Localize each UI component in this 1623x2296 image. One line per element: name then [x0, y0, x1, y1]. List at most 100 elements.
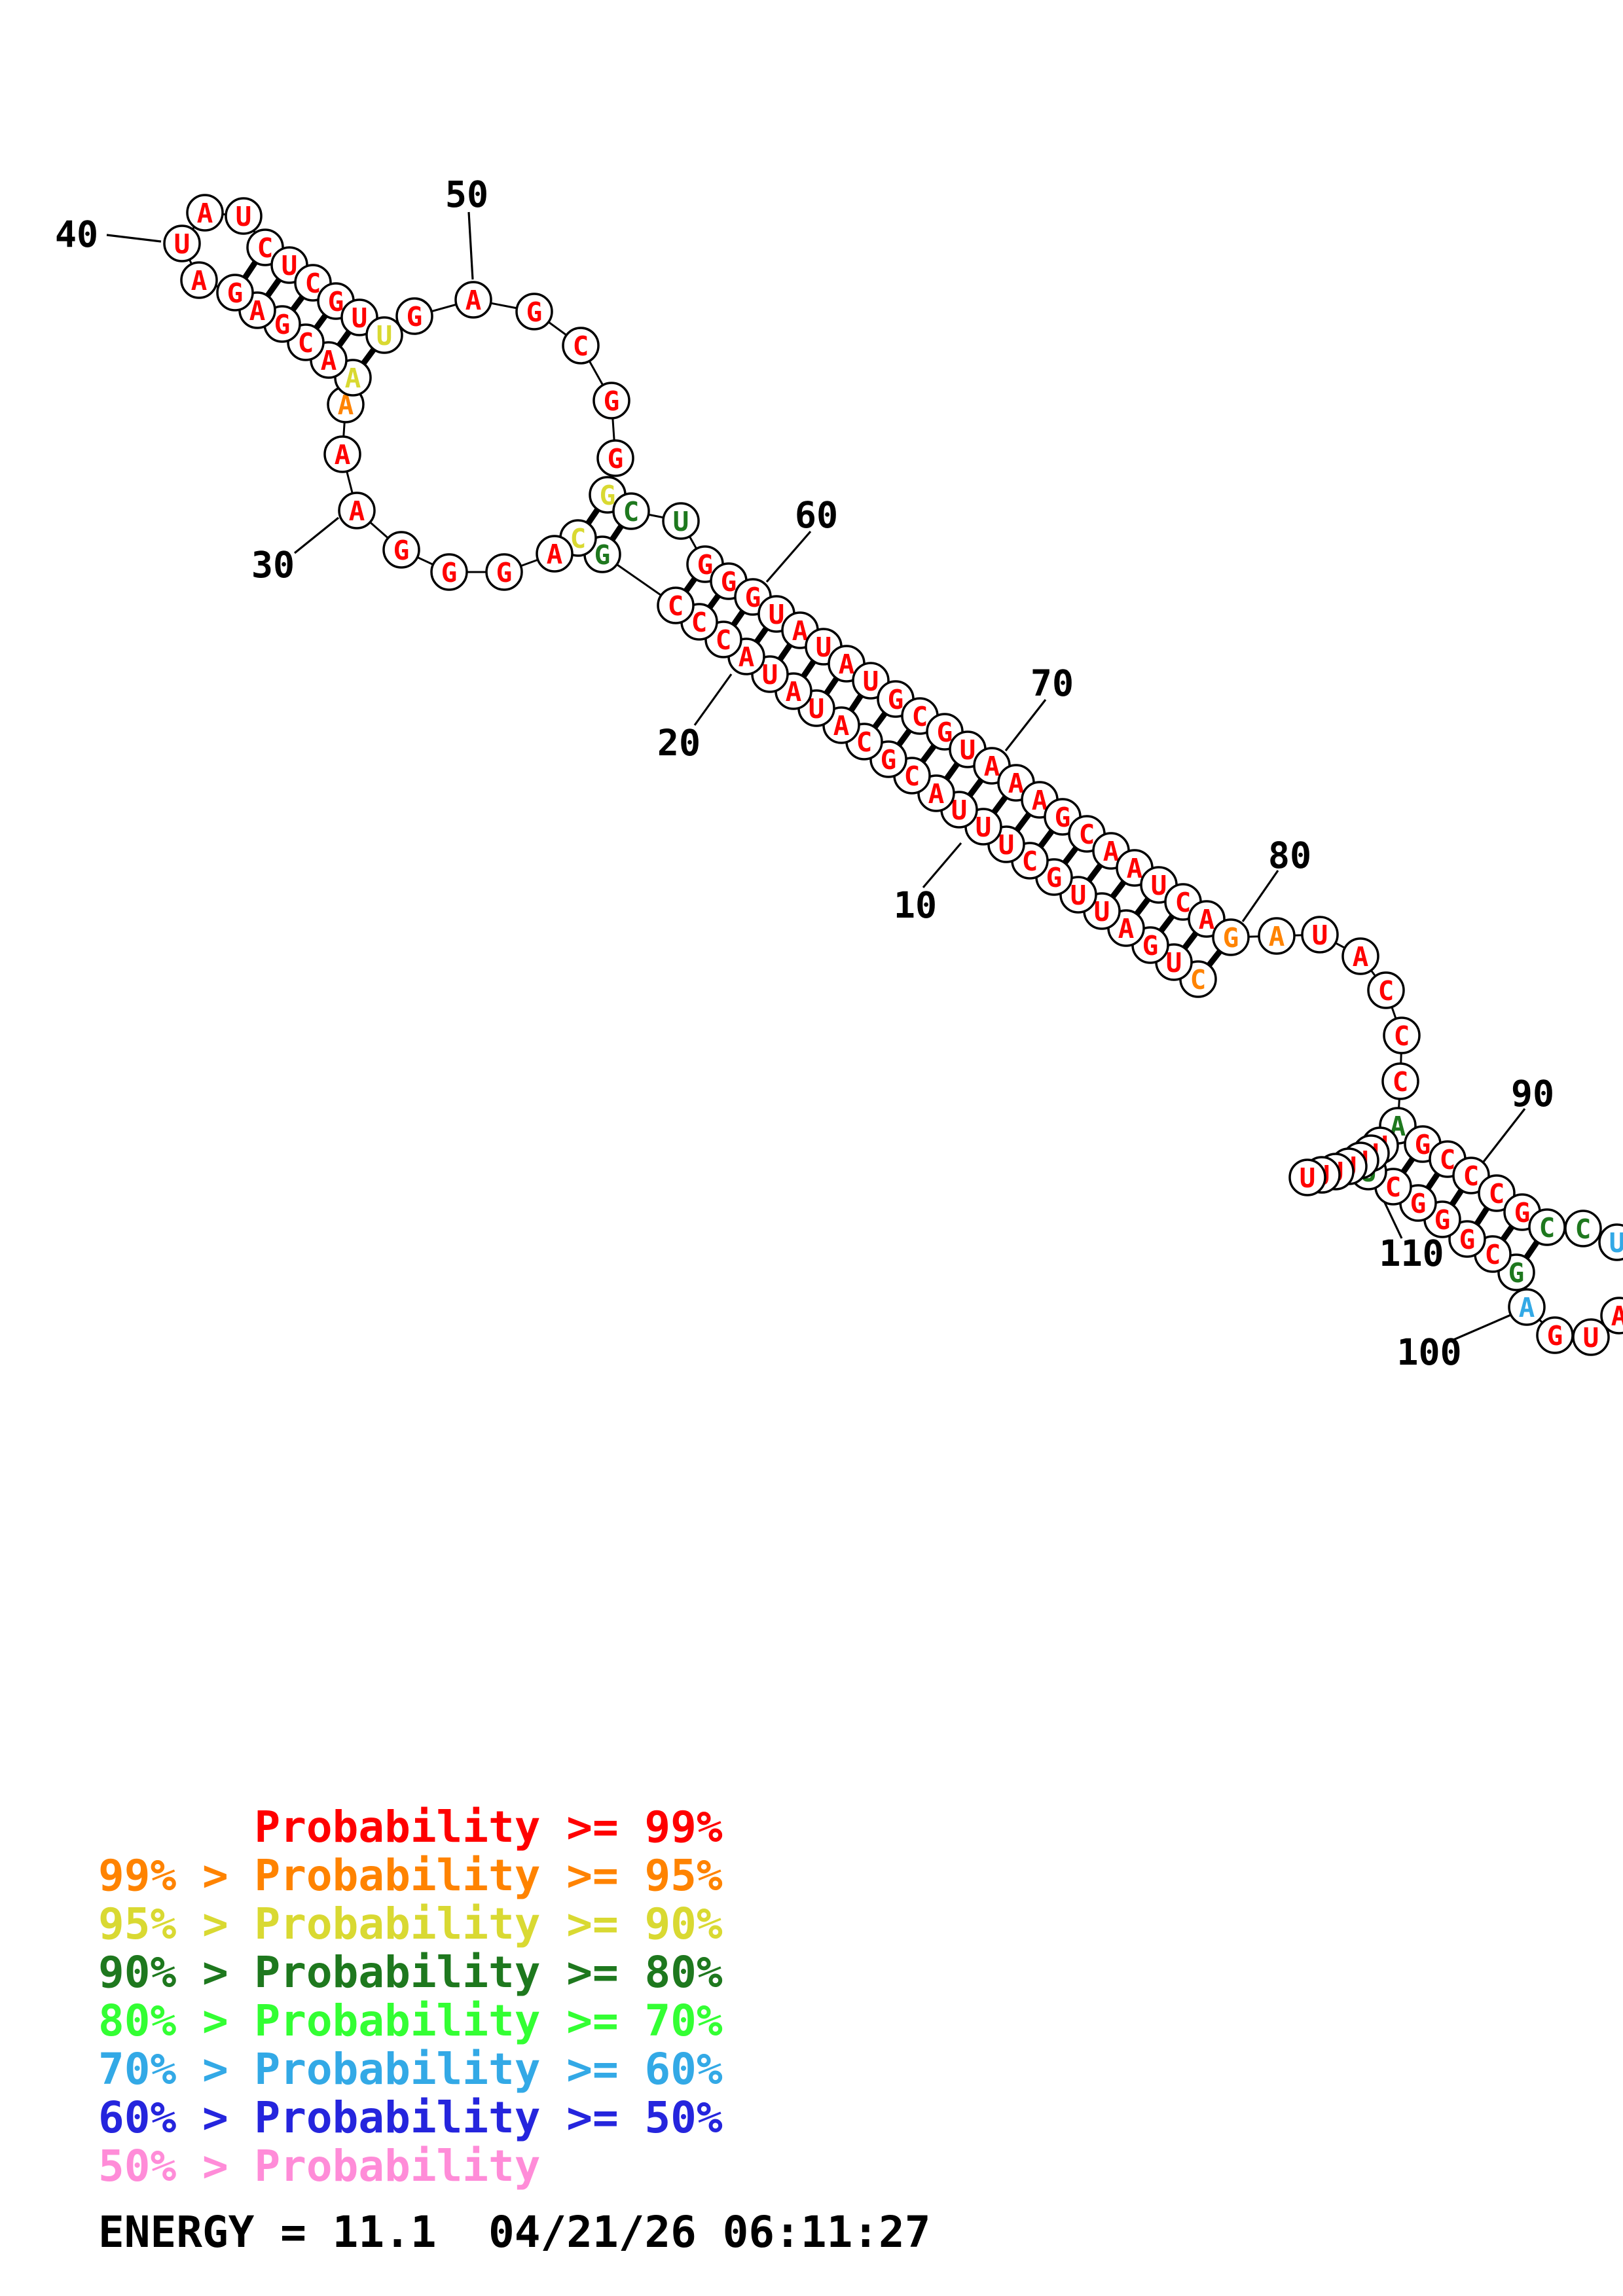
nucleotide-circle-31	[323, 435, 361, 473]
nucleotide-circle-30	[338, 492, 376, 529]
label-pointer-lines	[106, 211, 1526, 1341]
nucleotide-letter-94-C: C	[1575, 1213, 1592, 1245]
position-label-40: 40	[55, 213, 98, 255]
nucleotide-letter-60-G: G	[745, 582, 761, 613]
nucleotide-letter-73-G: G	[1055, 802, 1071, 833]
nucleotide-letter-57-U: U	[673, 506, 689, 537]
position-label-100: 100	[1396, 1331, 1461, 1373]
nucleotide-letter-103-G: G	[1459, 1224, 1476, 1255]
nucleotide-letter-5-U: U	[1094, 896, 1110, 927]
nucleotide-letter-64-A: A	[839, 649, 855, 680]
position-label-10: 10	[894, 884, 937, 926]
legend-row-5: 80% > Probability >= 70%	[98, 1996, 723, 2046]
nucleotide-letter-74-C: C	[1079, 819, 1095, 850]
nucleotide-letter-45-C: C	[305, 268, 321, 299]
nucleotide-circle-29	[382, 531, 420, 569]
nucleotide-letter-106-C: C	[1385, 1172, 1402, 1203]
legend-row-2: 99% > Probability >= 95%	[98, 1850, 723, 1901]
nucleotide-letter-41-A: A	[197, 198, 213, 229]
nucleotide-circle-99	[1536, 1316, 1574, 1354]
nucleotide-letter-59-G: G	[721, 566, 737, 598]
nucleotide-circles: CUGAUUGCUUUACGCAUAUACCCGCAGGGAAAAACGAGAU…	[163, 194, 1623, 1356]
nucleotide-letter-85-C: C	[1394, 1020, 1410, 1052]
nucleotide-letter-51-G: G	[526, 296, 543, 328]
nucleotide-letter-76-A: A	[1127, 853, 1143, 884]
nucleotide-letter-102-C: C	[1485, 1239, 1501, 1270]
nucleotide-circle-26	[536, 535, 574, 573]
nucleotide-letter-36-G: G	[274, 309, 291, 340]
position-label-30: 30	[251, 544, 295, 586]
position-pointer-60	[765, 530, 812, 583]
nucleotide-circle-91	[1478, 1174, 1516, 1212]
nucleotide-letter-66-G: G	[888, 684, 904, 715]
nucleotide-letter-50-A: A	[465, 285, 482, 316]
nucleotide-letter-38-G: G	[227, 278, 244, 309]
nucleotide-letter-52-C: C	[573, 331, 589, 362]
nucleotide-letter-21-C: C	[716, 624, 732, 656]
nucleotide-circle-83	[1341, 937, 1379, 975]
nucleotide-letter-61-U: U	[769, 599, 785, 630]
nucleotide-letter-31-A: A	[335, 439, 351, 471]
nucleotide-circle-40	[163, 224, 201, 262]
position-label-60: 60	[795, 494, 838, 536]
nucleotide-circle-39	[180, 261, 218, 299]
nucleotide-letter-90-C: C	[1463, 1160, 1480, 1192]
nucleotide-letter-40-U: U	[174, 228, 191, 260]
nucleotide-letter-29-G: G	[393, 535, 410, 566]
nucleotide-letter-46-G: G	[328, 286, 344, 317]
legend-row-1: Probability >= 99%	[254, 1802, 723, 1852]
nucleotide-letter-83-A: A	[1353, 941, 1369, 973]
position-label-20: 20	[657, 722, 701, 764]
nucleotide-letter-16-A: A	[833, 710, 850, 742]
nucleotide-circle-50	[454, 281, 492, 319]
nucleotide-letter-44-U: U	[282, 250, 298, 281]
nucleotide-letter-100-A: A	[1519, 1292, 1535, 1323]
nucleotide-letter-82-U: U	[1312, 920, 1328, 951]
energy-timestamp-line: ENERGY = 11.1 04/21/26 06:11:27	[98, 2207, 931, 2257]
position-pointer-40	[106, 234, 162, 243]
nucleotide-letter-8-C: C	[1022, 846, 1038, 877]
nucleotide-letter-71-A: A	[1008, 768, 1025, 799]
nucleotide-circle-49	[395, 297, 433, 335]
nucleotide-letter-70-A: A	[984, 751, 1000, 782]
nucleotide-letter-79-A: A	[1199, 904, 1215, 935]
nucleotide-circle-84	[1367, 971, 1405, 1009]
nucleotide-letter-89-C: C	[1440, 1144, 1456, 1175]
nucleotide-letter-35-C: C	[298, 327, 314, 359]
nucleotide-circle-23	[657, 586, 695, 624]
nucleotide-circle-97	[1600, 1297, 1623, 1335]
legend-row-6: 70% > Probability >= 60%	[98, 2044, 723, 2094]
nucleotide-letter-80-G: G	[1223, 922, 1239, 954]
nucleotide-letter-114-U: U	[1300, 1162, 1316, 1194]
position-pointer-20	[693, 673, 733, 726]
nucleotide-letter-13-C: C	[904, 761, 921, 792]
nucleotide-letter-58-G: G	[697, 549, 714, 581]
nucleotide-circle-52	[562, 327, 600, 365]
nucleotide-letter-33-A: A	[345, 363, 361, 394]
nucleotide-circle-81	[1258, 917, 1296, 955]
nucleotide-circle-90	[1452, 1157, 1490, 1194]
legend-row-8: 50% > Probability	[98, 2141, 541, 2191]
nucleotide-letter-22-C: C	[691, 607, 708, 638]
position-pointer-50	[467, 211, 474, 280]
nucleotide-letter-26-A: A	[547, 539, 563, 570]
position-number-labels: 10 20 30 40 50 60 70 80 90 100 110	[55, 173, 1554, 1373]
nucleotide-letter-88-G: G	[1415, 1129, 1431, 1160]
nucleotide-letter-95-U: U	[1609, 1227, 1623, 1259]
nucleotide-circle-51	[515, 293, 553, 331]
position-pointer-90	[1482, 1108, 1526, 1162]
nucleotide-letter-39-A: A	[191, 265, 208, 296]
nucleotide-letter-93-C: C	[1539, 1212, 1556, 1244]
nucleotide-circle-95	[1598, 1223, 1623, 1261]
legend-row-7: 60% > Probability >= 50%	[98, 2092, 723, 2143]
legend-row-4: 90% > Probability >= 80%	[98, 1947, 723, 1998]
nucleotide-circle-28	[430, 553, 468, 591]
nucleotide-letter-54-G: G	[608, 443, 624, 475]
nucleotide-letter-69-U: U	[960, 734, 976, 766]
nucleotide-letter-53-G: G	[604, 386, 620, 417]
position-pointer-80	[1241, 870, 1279, 922]
nucleotide-letter-24-G: G	[594, 539, 611, 571]
nucleotide-letter-78-C: C	[1175, 887, 1192, 918]
nucleotide-letter-6-U: U	[1070, 880, 1087, 911]
nucleotide-letter-81-A: A	[1269, 921, 1285, 952]
